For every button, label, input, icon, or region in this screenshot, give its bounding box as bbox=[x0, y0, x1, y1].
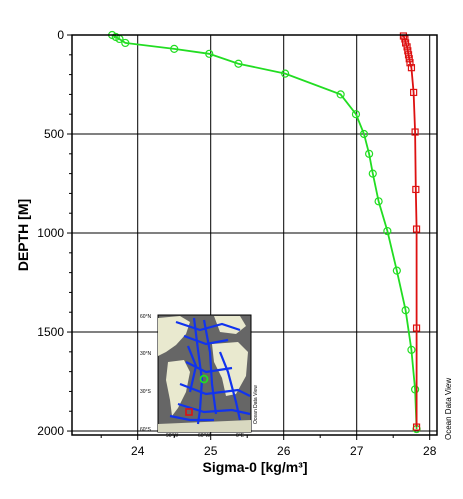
x-tick-label: 24 bbox=[131, 444, 145, 458]
x-tick-label: 28 bbox=[423, 444, 437, 458]
data-point bbox=[412, 324, 421, 332]
inset-land-south-america bbox=[166, 360, 190, 416]
data-point bbox=[404, 51, 413, 59]
y-tick-label: 1000 bbox=[37, 226, 64, 240]
y-tick-label: 500 bbox=[44, 127, 64, 141]
inset-lon-label-3: 0°E bbox=[236, 433, 245, 439]
inset-lon-label-2: 60°W bbox=[198, 433, 211, 439]
data-point bbox=[411, 128, 419, 136]
data-point bbox=[402, 39, 410, 47]
data-point bbox=[170, 44, 179, 53]
y-axis-title: DEPTH [M] bbox=[15, 199, 31, 271]
data-point bbox=[410, 88, 418, 97]
inset-lat-label-2: 30°N bbox=[140, 351, 152, 357]
ticks: 24 25 26 27 28 0 500 1000 1500 2000 bbox=[37, 28, 436, 458]
data-point bbox=[374, 197, 383, 206]
data-point bbox=[406, 59, 414, 67]
inset-map: 60°N 30°N 30°S 60°S 90°W 60°W 0°E Ocean … bbox=[140, 314, 259, 439]
data-point bbox=[359, 129, 369, 139]
x-tick-label: 26 bbox=[277, 444, 291, 458]
data-point bbox=[407, 64, 416, 72]
inset-lon-label-1: 90°W bbox=[166, 433, 179, 439]
inset-land-antarctica bbox=[158, 420, 251, 432]
x-tick-label: 27 bbox=[350, 444, 364, 458]
inset-station-tracks bbox=[169, 317, 251, 425]
inset-lat-label-3: 30°S bbox=[140, 389, 152, 395]
data-point bbox=[401, 35, 409, 43]
inset-land-north-america bbox=[158, 316, 190, 356]
x-axis-title: Sigma-0 [kg/m³] bbox=[202, 459, 307, 475]
data-point bbox=[205, 49, 214, 58]
data-point bbox=[336, 90, 345, 99]
series-layer bbox=[108, 30, 421, 434]
y-tick-label: 2000 bbox=[37, 424, 64, 438]
data-point bbox=[412, 423, 421, 431]
data-point bbox=[351, 110, 361, 119]
plot-frame bbox=[71, 34, 438, 436]
inset-credit: Ocean Data View bbox=[253, 385, 259, 424]
data-point bbox=[411, 385, 420, 394]
data-point bbox=[403, 43, 411, 51]
data-point bbox=[365, 149, 374, 158]
data-point bbox=[401, 306, 410, 315]
data-point bbox=[407, 345, 416, 354]
data-point bbox=[368, 169, 377, 178]
odv-credit: Ocean Data View bbox=[444, 378, 453, 440]
data-point bbox=[392, 266, 401, 275]
data-point bbox=[234, 59, 243, 68]
data-point bbox=[281, 69, 290, 78]
y-tick-label: 1500 bbox=[37, 325, 64, 339]
series-line bbox=[111, 34, 418, 430]
inset-lat-label-4: 60°S bbox=[140, 427, 152, 433]
data-point bbox=[412, 185, 420, 194]
data-point bbox=[383, 226, 392, 236]
inset-station-green bbox=[199, 374, 209, 384]
data-point bbox=[405, 55, 413, 63]
series-1 bbox=[399, 32, 421, 431]
data-point bbox=[121, 38, 130, 48]
data-point bbox=[412, 225, 421, 233]
data-point bbox=[404, 47, 412, 55]
inset-station-red bbox=[185, 408, 193, 416]
inset-lat-label-1: 60°N bbox=[140, 314, 152, 320]
x-tick-label: 25 bbox=[204, 444, 218, 458]
y-tick-label: 0 bbox=[57, 28, 64, 42]
